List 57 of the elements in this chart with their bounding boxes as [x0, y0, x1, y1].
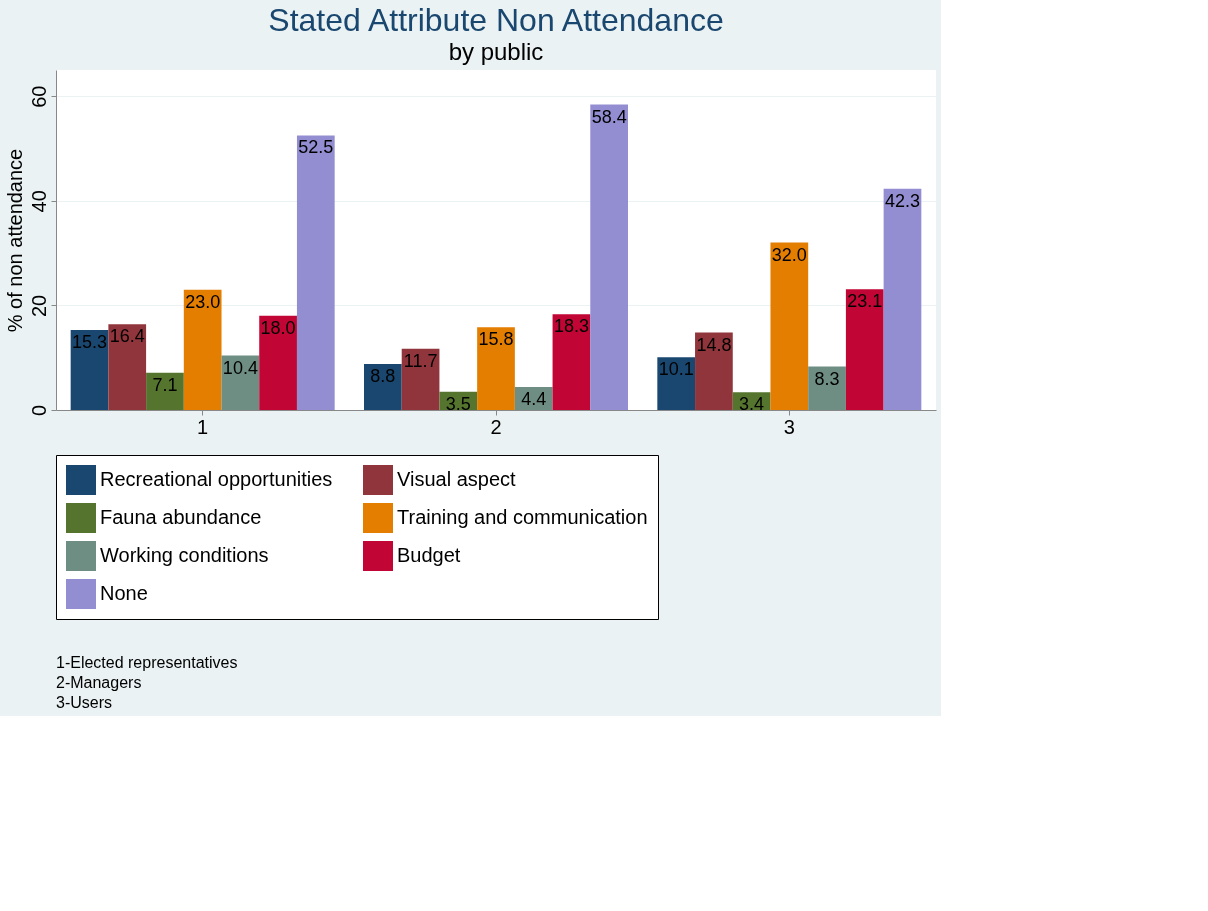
- bar: [108, 324, 147, 410]
- data-label: 3.5: [445, 393, 471, 414]
- data-label: 4.4: [521, 388, 547, 409]
- legend-label: Visual aspect: [397, 468, 517, 490]
- legend-label: Fauna abundance: [100, 506, 262, 528]
- bar: [845, 289, 884, 410]
- data-label: 11.7: [403, 350, 438, 371]
- bar: [259, 315, 297, 410]
- data-label: 23.1: [847, 291, 883, 312]
- data-label: 18.0: [260, 317, 296, 338]
- bar: [364, 363, 402, 410]
- data-label: 32.0: [771, 244, 807, 265]
- data-label: 7.1: [152, 374, 178, 395]
- data-label: 23.0: [185, 291, 221, 312]
- y-tick-label: 60: [27, 85, 50, 108]
- legend-label: Budget: [397, 544, 461, 566]
- legend-label: Training and communication: [397, 506, 648, 528]
- data-label: 8.3: [814, 368, 840, 389]
- bar: [296, 135, 335, 410]
- y-axis-title: % of non attendance: [3, 148, 26, 333]
- bar: [401, 348, 440, 410]
- x-tick-label: 1: [197, 415, 209, 438]
- data-label: 10.4: [222, 357, 258, 378]
- data-label: 42.3: [884, 190, 920, 211]
- bar: [770, 242, 809, 410]
- data-label: 15.8: [478, 329, 514, 350]
- y-tick-label: 20: [27, 294, 50, 318]
- x-tick-label: 2: [490, 415, 502, 438]
- data-label: 10.1: [658, 359, 694, 380]
- data-label: 58.4: [591, 106, 627, 127]
- y-tick-label: 40: [27, 190, 50, 213]
- text: 3-Users: [56, 694, 113, 711]
- bar: [883, 188, 922, 410]
- bar: [552, 314, 591, 410]
- legend-label: Working conditions: [100, 544, 269, 566]
- data-label: 14.8: [696, 334, 732, 355]
- text: 1-Elected representatives: [56, 654, 238, 671]
- data-label: 18.3: [553, 316, 589, 337]
- chart-title: Stated Attribute Non Attendance: [268, 2, 724, 38]
- bar: [477, 327, 515, 410]
- bar: [590, 104, 628, 410]
- data-label: 16.4: [109, 326, 145, 347]
- text: 2-Managers: [56, 674, 142, 691]
- y-tick-label: 0: [27, 404, 50, 417]
- bar: [146, 372, 184, 410]
- data-label: 15.3: [72, 331, 108, 352]
- data-label: 3.4: [739, 394, 765, 415]
- bar: [70, 329, 109, 410]
- x-tick-label: 3: [783, 415, 795, 438]
- data-label: 52.5: [298, 137, 334, 158]
- legend-label: None: [100, 582, 148, 604]
- bar: [695, 332, 733, 410]
- legend-label: Recreational opportunities: [100, 468, 333, 490]
- chart-subtitle: by public: [448, 38, 544, 65]
- bar: [183, 289, 222, 410]
- data-label: 8.8: [370, 365, 396, 386]
- bar: [657, 357, 696, 410]
